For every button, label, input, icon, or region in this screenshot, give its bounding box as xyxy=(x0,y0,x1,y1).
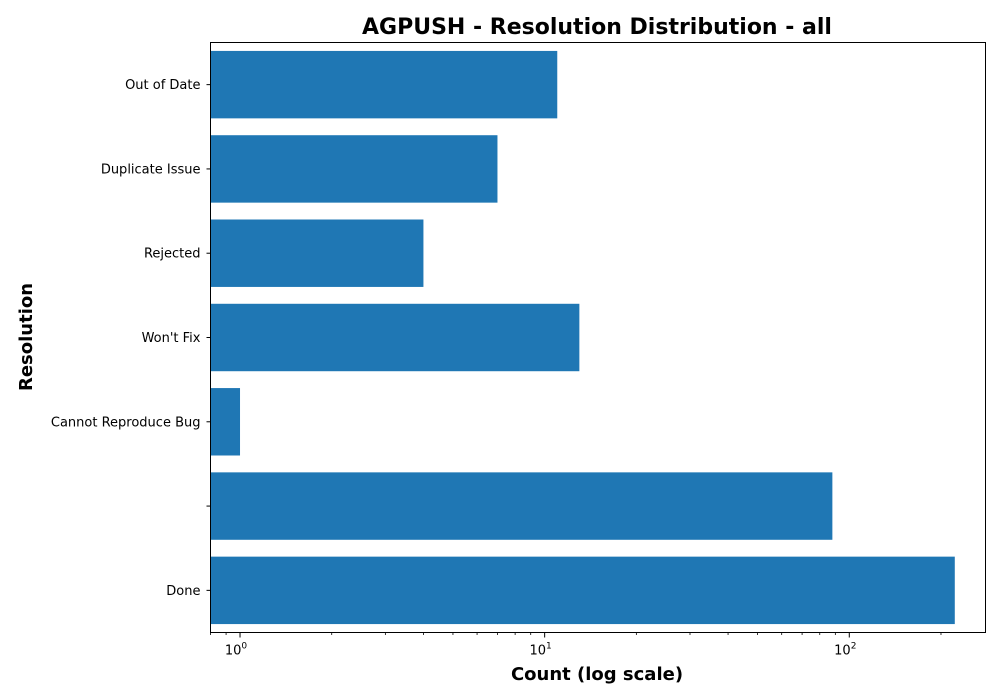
x-tick-label: 101 xyxy=(530,642,552,659)
bar xyxy=(210,472,833,540)
y-tick-label: Out of Date xyxy=(125,78,200,93)
bar xyxy=(210,135,498,203)
y-axis-label: Resolution xyxy=(16,283,37,391)
x-tick-label: 102 xyxy=(834,642,856,659)
y-tick-label: Done xyxy=(166,584,200,599)
bar xyxy=(210,303,580,372)
y-tick-label: Cannot Reproduce Bug xyxy=(51,415,201,430)
x-axis-ticks: 100 101 102 xyxy=(210,632,942,659)
bar xyxy=(210,556,955,625)
x-axis-label: Count (log scale) xyxy=(511,664,683,685)
y-axis-ticks: Out of Date Duplicate Issue Rejected Won't … xyxy=(51,78,211,599)
bars-group xyxy=(210,50,955,625)
bar xyxy=(210,388,241,456)
y-tick-label: Won't Fix xyxy=(142,331,201,346)
y-tick-label: Rejected xyxy=(144,247,201,262)
x-tick-label: 100 xyxy=(225,642,248,659)
chart-title: AGPUSH - Resolution Distribution - all xyxy=(362,15,832,40)
bar xyxy=(210,219,424,287)
bar xyxy=(210,50,558,119)
y-tick-label: Duplicate Issue xyxy=(101,162,201,177)
